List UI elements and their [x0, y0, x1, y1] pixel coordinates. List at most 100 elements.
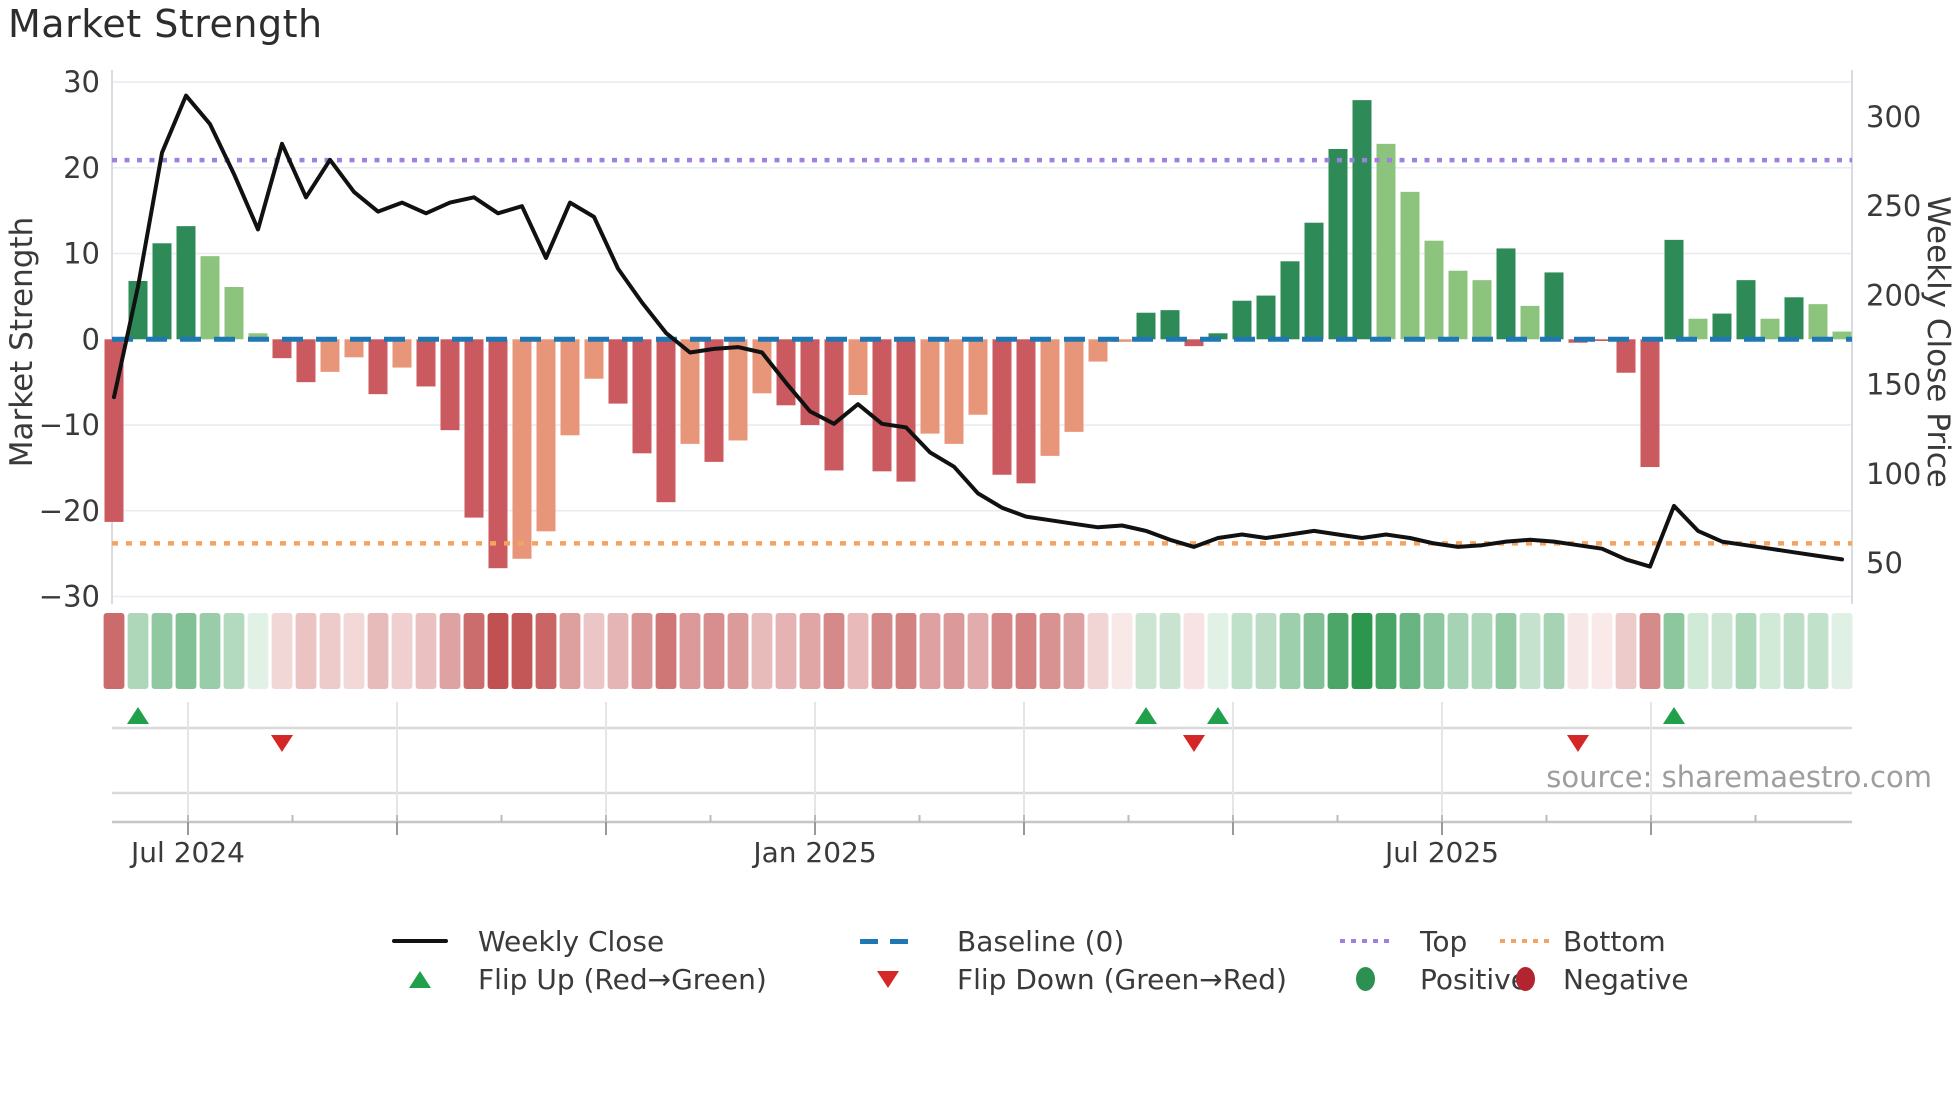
heatmap-cell — [943, 613, 965, 689]
strength-bar — [1232, 300, 1252, 340]
strength-bar — [1208, 333, 1228, 340]
heatmap-cell — [1351, 613, 1373, 689]
heatmap-cell — [223, 613, 245, 689]
strength-bar — [752, 339, 772, 394]
y-tick-left: 0 — [82, 322, 100, 356]
y-tick-right: 250 — [1866, 189, 1921, 223]
heatmap-cell — [103, 613, 125, 689]
strength-bar — [968, 339, 988, 415]
strength-bar — [200, 256, 220, 340]
heatmap-cell — [1039, 613, 1061, 689]
heatmap-cell — [1423, 613, 1445, 689]
strength-bar — [1184, 339, 1204, 347]
heatmap-cell — [1591, 613, 1613, 689]
heatmap-cell — [1303, 613, 1325, 689]
heatmap-cell — [1783, 613, 1805, 689]
heatmap-cell — [1399, 613, 1421, 689]
heatmap-cell — [1615, 613, 1637, 689]
heatmap-cell — [151, 613, 173, 689]
heatmap-cell — [1015, 613, 1037, 689]
flip-down-triangle-icon — [1567, 735, 1589, 752]
heatmap-cell — [1543, 613, 1565, 689]
heatmap-cell — [1327, 613, 1349, 689]
strength-bar — [104, 339, 124, 522]
flip-down-triangle-icon — [271, 735, 293, 752]
heatmap-cell — [679, 613, 701, 689]
heatmap-cell — [535, 613, 557, 689]
heatmap-cell — [655, 613, 677, 689]
heatmap-cell — [199, 613, 221, 689]
strength-bar — [872, 339, 892, 472]
y-tick-left: −20 — [39, 494, 100, 528]
y-tick-left: −10 — [39, 408, 100, 442]
strength-bar — [512, 339, 532, 559]
heatmap-cell — [727, 613, 749, 689]
heatmap-cell — [991, 613, 1013, 689]
strength-bar — [1088, 339, 1108, 362]
strength-bar — [1496, 248, 1516, 340]
heatmap-cell — [847, 613, 869, 689]
flip-down-triangle-icon — [1183, 735, 1205, 752]
heatmap-cell — [271, 613, 293, 689]
flip-up-triangle-icon — [1207, 707, 1229, 724]
strength-bar — [1448, 270, 1468, 340]
strength-bar — [1160, 310, 1180, 340]
strength-bar — [944, 339, 964, 444]
heatmap-cell — [1447, 613, 1469, 689]
heatmap-cell — [559, 613, 581, 689]
heatmap-cell — [463, 613, 485, 689]
heatmap-cell — [823, 613, 845, 689]
x-tick-label: Jul 2024 — [129, 836, 245, 869]
heatmap-cell — [1711, 613, 1733, 689]
strength-bar — [440, 339, 460, 431]
right-axis-title: Weekly Close Price — [1920, 196, 1956, 488]
y-tick-right: 300 — [1866, 100, 1921, 134]
strength-bar — [128, 281, 148, 340]
strength-bar — [1304, 222, 1324, 340]
strength-bar — [1040, 339, 1060, 456]
strength-bar — [1400, 191, 1420, 340]
page-title: Market Strength — [8, 2, 323, 46]
strength-bar — [152, 243, 172, 340]
heatmap-cell — [1183, 613, 1205, 689]
x-tick-label: Jul 2025 — [1383, 836, 1499, 869]
strength-bar — [488, 339, 508, 569]
strength-bar — [416, 339, 436, 387]
strength-bar — [1280, 261, 1300, 340]
strength-bar — [296, 339, 316, 383]
heatmap-cell — [871, 613, 893, 689]
strength-bar — [1136, 312, 1156, 340]
strength-bar — [1712, 313, 1732, 340]
strength-bar — [1664, 239, 1684, 340]
heatmap-cell — [1231, 613, 1253, 689]
y-tick-left: −30 — [39, 579, 100, 613]
heatmap-cell — [775, 613, 797, 689]
strength-bar — [1472, 280, 1492, 340]
y-tick-right: 100 — [1866, 457, 1921, 491]
strength-bar — [1688, 318, 1708, 340]
heatmap-cell — [415, 613, 437, 689]
heatmap-cell — [127, 613, 149, 689]
heatmap-cell — [367, 613, 389, 689]
strength-bar — [1424, 240, 1444, 340]
strength-bar — [1592, 339, 1612, 342]
strength-bar — [1064, 339, 1084, 432]
heatmap-cell — [295, 613, 317, 689]
strength-bar — [848, 339, 868, 396]
heatmap-cell — [1663, 613, 1685, 689]
strength-bar — [1760, 318, 1780, 340]
strength-bar — [584, 339, 604, 379]
heatmap-cell — [1063, 613, 1085, 689]
heatmap-cell — [631, 613, 653, 689]
heatmap-cell — [1495, 613, 1517, 689]
strength-bar — [248, 333, 268, 340]
heatmap-cell — [247, 613, 269, 689]
y-tick-left: 30 — [63, 65, 100, 99]
heatmap-cell — [391, 613, 413, 689]
heatmap-cell — [1759, 613, 1781, 689]
heatmap-cell — [1831, 613, 1853, 689]
strength-bar — [1736, 280, 1756, 340]
y-tick-right: 200 — [1866, 278, 1921, 312]
heatmap-cell — [319, 613, 341, 689]
